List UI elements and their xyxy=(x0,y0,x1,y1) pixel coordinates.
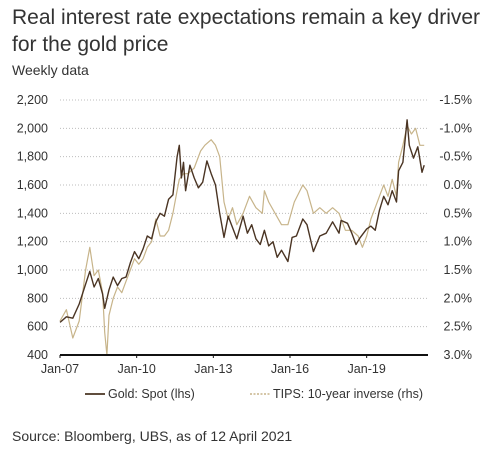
gold-spot-line xyxy=(59,119,425,323)
y-right-tick-label: 1.0% xyxy=(444,235,473,249)
y-left-tick-label: 400 xyxy=(27,348,48,362)
y-left-tick-label: 1,800 xyxy=(17,150,48,164)
source-note: Source: Bloomberg, UBS, as of 12 April 2… xyxy=(12,428,293,444)
y-right-tick-label: 1.5% xyxy=(444,263,473,277)
x-tick-label: Jan-16 xyxy=(271,362,309,376)
y-left-tick-label: 800 xyxy=(27,291,48,305)
y-left-tick-label: 1,200 xyxy=(17,235,48,249)
legend-tips-label: TIPS: 10-year inverse (rhs) xyxy=(273,387,423,401)
y-right-tick-label: -1.0% xyxy=(439,121,472,135)
y-right-tick-label: -1.5% xyxy=(439,93,472,107)
y-left-tick-label: 2,200 xyxy=(17,93,48,107)
tips-inverse-line xyxy=(59,124,425,356)
y-left-tick-label: 1,000 xyxy=(17,263,48,277)
y-right-tick-label: 0.5% xyxy=(444,206,473,220)
chart-title: Real interest rate expectations remain a… xyxy=(12,6,481,56)
x-tick-label: Jan-07 xyxy=(41,362,79,376)
chart-subtitle: Weekly data xyxy=(12,62,89,78)
y-left-tick-label: 600 xyxy=(27,320,48,334)
y-right-tick-label: 2.0% xyxy=(444,291,473,305)
x-tick-label: Jan-13 xyxy=(194,362,232,376)
y-right-tick-label: 0.0% xyxy=(444,178,473,192)
y-right-tick-label: -0.5% xyxy=(439,150,472,164)
y-left-tick-label: 2,000 xyxy=(17,121,48,135)
y-right-tick-label: 2.5% xyxy=(444,320,473,334)
x-tick-label: Jan-19 xyxy=(348,362,386,376)
legend-gold-label: Gold: Spot (lhs) xyxy=(108,387,195,401)
y-right-tick-label: 3.0% xyxy=(444,348,473,362)
y-left-tick-label: 1,600 xyxy=(17,178,48,192)
x-tick-label: Jan-10 xyxy=(118,362,156,376)
y-left-tick-label: 1,400 xyxy=(17,206,48,220)
